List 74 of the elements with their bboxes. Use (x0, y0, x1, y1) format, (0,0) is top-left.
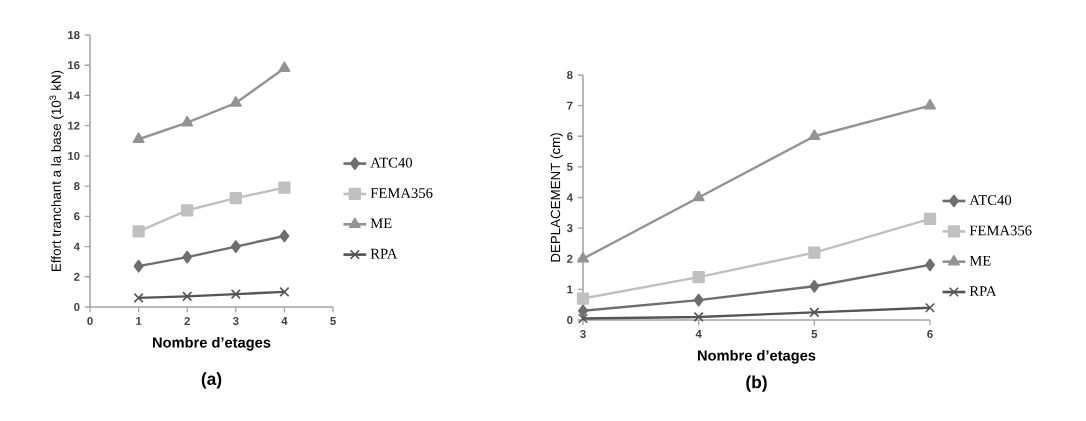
y-axis-title: Effort tranchant a la base (10$^{3}$ kN) (49, 70, 64, 271)
point (576, 292, 590, 305)
x-tick-label: 4 (281, 317, 288, 325)
point (693, 311, 704, 322)
x-tick-label: 6 (927, 330, 933, 339)
x-tick-label: 3 (232, 317, 239, 326)
point (230, 289, 241, 300)
legend-label: RPA (969, 286, 997, 296)
point (809, 307, 820, 318)
point (578, 304, 589, 318)
point (132, 132, 145, 144)
point (230, 240, 241, 253)
x-tick-label: 2 (184, 317, 190, 325)
y-tick-label: 4 (73, 242, 80, 251)
point (181, 204, 194, 217)
y-tick-label: 18 (68, 30, 80, 39)
legend-label: FEMA356 (370, 188, 433, 198)
y-tick-label: 4 (566, 193, 573, 202)
point (577, 251, 589, 263)
y-tick-label: 10 (68, 151, 80, 160)
point (182, 291, 193, 302)
point (229, 192, 242, 205)
point (133, 259, 144, 273)
point (133, 292, 144, 303)
y-tick-label: 6 (567, 132, 573, 141)
point (809, 279, 820, 293)
y-tick-label: 1 (567, 285, 573, 294)
point (278, 181, 291, 194)
x-tick-label: 3 (580, 330, 586, 339)
legend-label: FEMA356 (969, 225, 1032, 236)
y-tick-label: 14 (68, 91, 80, 100)
point (279, 286, 290, 297)
point (808, 246, 821, 259)
x-tick-label: 5 (330, 317, 336, 325)
text: (a) (201, 372, 222, 389)
legend-label: RPA (370, 248, 398, 259)
x-axis-title: Nombre d’etages (697, 349, 816, 364)
text: (b) (746, 375, 767, 392)
y-tick-label: 16 (68, 61, 80, 70)
point (182, 250, 193, 264)
point (693, 293, 704, 307)
y-tick-label: 8 (567, 71, 573, 80)
point (229, 96, 242, 107)
x-axis-title: Nombre d’etages (152, 336, 271, 351)
point (279, 229, 290, 243)
y-tick-label: 7 (567, 101, 573, 110)
legend-label: ATC40 (370, 157, 413, 168)
y-axis-title: DEPLACEMENT (cm) (550, 133, 563, 262)
y-tick-label: 6 (74, 212, 80, 221)
legend-label: ATC40 (969, 195, 1012, 206)
point (924, 302, 936, 313)
y-tick-label: 5 (567, 162, 573, 171)
point (181, 115, 194, 127)
y-tick-label: 2 (74, 272, 80, 281)
x-tick-label: 0 (87, 317, 93, 326)
x-tick-label: 5 (811, 330, 818, 338)
y-tick-label: 2 (567, 254, 573, 263)
point (923, 212, 937, 226)
legend-label: ME (370, 218, 392, 229)
x-tick-label: 1 (136, 317, 142, 325)
x-tick-label: 4 (695, 330, 702, 338)
point (924, 98, 936, 110)
point (692, 270, 705, 284)
y-tick-label: 12 (68, 121, 80, 130)
y-tick-label: 8 (74, 182, 80, 191)
point (924, 258, 935, 272)
point (132, 225, 145, 238)
point (278, 61, 291, 73)
legend-label: ME (969, 255, 991, 266)
point (577, 313, 589, 324)
y-tick-label: 3 (566, 224, 573, 233)
point (692, 190, 705, 202)
y-tick-label: 0 (74, 302, 80, 311)
point (808, 129, 821, 141)
